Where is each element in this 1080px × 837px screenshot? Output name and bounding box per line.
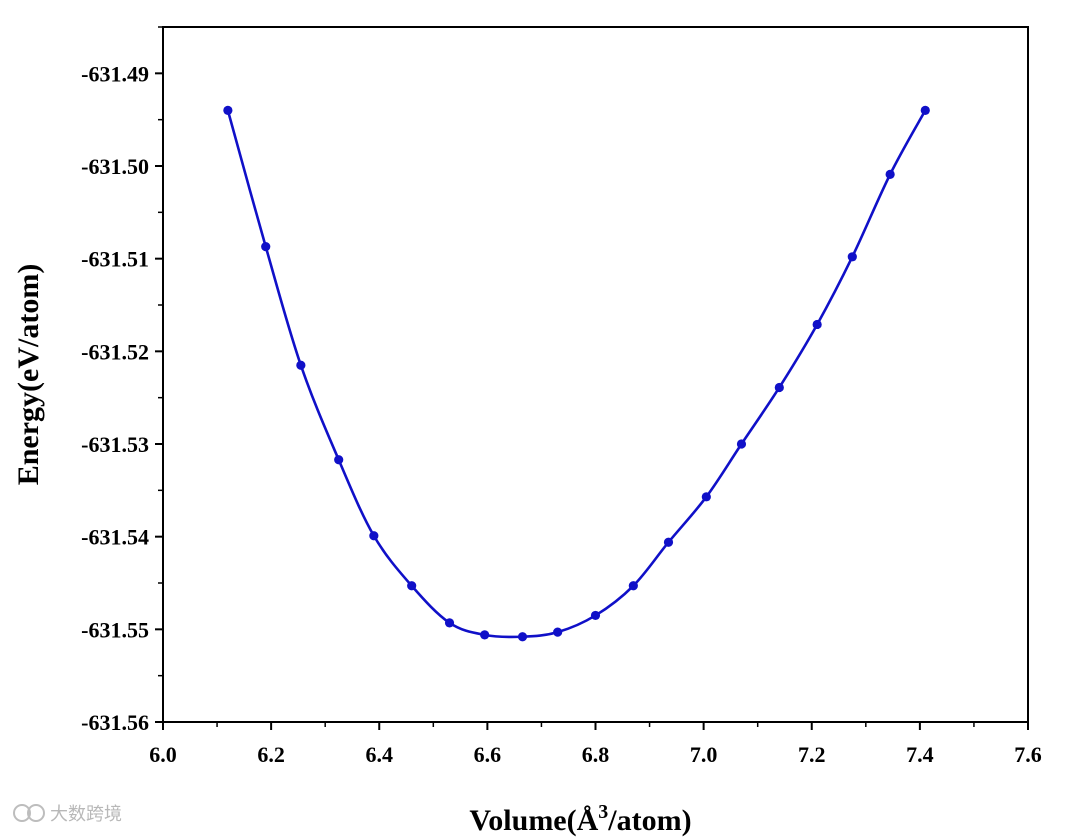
y-axis-label: Energy(eV/atom) [12,264,45,486]
data-point [736,439,747,449]
data-point [517,632,528,642]
x-tick-label: 7.0 [690,742,718,767]
x-tick-label: 6.6 [474,742,502,767]
y-tick-label: -631.50 [81,154,149,179]
x-tick-label: 6.8 [582,742,610,767]
x-axis-label-tail: /atom) [607,804,691,837]
plot-frame [162,26,1029,723]
labels-layer: Energy(eV/atom) Volume(Å3/atom) [12,264,692,837]
data-point [261,242,271,252]
x-tick-label: 6.2 [257,742,285,767]
y-tick-label: -631.49 [81,61,149,86]
data-point [480,630,490,640]
data-point [920,105,930,115]
x-tick-label: 6.4 [366,742,394,767]
x-axis-label-superscript: 3 [598,801,608,823]
data-point [369,531,379,541]
data-point [553,627,563,637]
data-point [847,252,857,262]
series-layer [223,105,930,642]
series-line [226,109,927,639]
watermark-text: 大数跨境 [50,804,122,825]
y-tick-label: -631.56 [81,710,149,735]
data-point [334,455,344,465]
data-point [296,360,306,370]
data-point [444,618,455,628]
data-point [223,105,233,115]
y-tick-label: -631.54 [81,525,149,550]
data-point [701,492,711,502]
y-tick-label: -631.53 [81,432,149,457]
x-tick-label: 7.2 [798,742,826,767]
x-axis-label-main: Volume(Å [469,804,598,837]
data-point [885,169,895,179]
watermark: 大数跨境 [13,804,122,825]
wechat-channel-logo-icon [13,804,45,822]
y-tick-label: -631.52 [81,339,149,364]
data-point [628,581,638,591]
ticks-layer: 6.0 6.2 6.4 6.6 6.8 7.0 7.2 7.4 7.6 -631.49 -631.5… [81,26,1042,767]
data-point [812,319,822,330]
data-point [663,537,674,547]
data-point [774,382,784,393]
y-tick-label: -631.51 [81,247,149,272]
x-tick-label: 7.6 [1014,742,1042,767]
x-axis-label: Volume(Å3/atom) [469,801,691,837]
y-tick-label: -631.55 [81,617,149,642]
data-point [590,610,601,621]
x-tick-label: 7.4 [906,742,934,767]
data-point [407,581,417,591]
x-tick-label: 6.0 [149,742,177,767]
